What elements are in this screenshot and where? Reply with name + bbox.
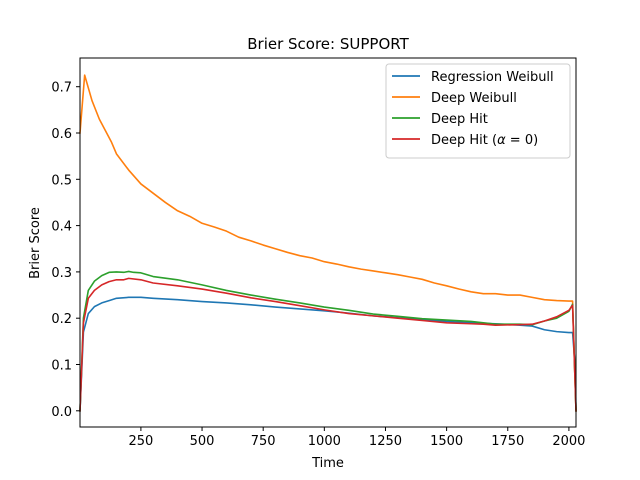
y-tick-label: 0.4 bbox=[51, 220, 72, 235]
plot-frame bbox=[79, 57, 577, 428]
legend-label-2: Deep Weibull bbox=[431, 91, 517, 106]
x-tick-label: 1750 bbox=[491, 434, 524, 449]
legend-label-part: α bbox=[497, 133, 506, 148]
legend-label-part: = 0) bbox=[506, 133, 539, 148]
chart-title: Brier Score: SUPPORT bbox=[247, 35, 409, 53]
series-line-2 bbox=[79, 74, 577, 412]
series-line-4 bbox=[79, 277, 577, 412]
x-tick-label: 1250 bbox=[369, 434, 402, 449]
legend-label-part: Deep Hit ( bbox=[431, 133, 497, 148]
legend-label-4: Deep Hit (α = 0) bbox=[431, 133, 538, 148]
x-tick-label: 250 bbox=[128, 434, 153, 449]
x-tick-label: 2000 bbox=[552, 434, 585, 449]
legend-label-1: Regression Weibull bbox=[431, 70, 554, 85]
y-axis-label: Brier Score bbox=[28, 207, 43, 279]
legend-label-3: Deep Hit bbox=[431, 112, 488, 127]
legend-box bbox=[385, 63, 571, 159]
plot-lines bbox=[79, 74, 577, 412]
y-tick-label: 0.2 bbox=[51, 312, 72, 327]
y-axis-ticks: 0.0 0.1 0.2 0.3 0.4 0.5 0.6 0.7 bbox=[51, 81, 80, 420]
x-axis-label: Time bbox=[311, 456, 344, 471]
x-axis-ticks: 250 500 750 1000 1250 1500 1750 2000 bbox=[128, 427, 585, 449]
x-tick-label: 1500 bbox=[430, 434, 463, 449]
series-line-1 bbox=[79, 296, 577, 412]
y-tick-label: 0.7 bbox=[51, 81, 72, 96]
y-tick-label: 0.3 bbox=[51, 266, 72, 281]
x-tick-label: 1000 bbox=[308, 434, 341, 449]
x-tick-label: 750 bbox=[251, 434, 276, 449]
x-tick-label: 500 bbox=[190, 434, 215, 449]
y-tick-label: 0.5 bbox=[51, 173, 72, 188]
y-tick-label: 0.1 bbox=[51, 358, 72, 373]
y-tick-label: 0.6 bbox=[51, 127, 72, 142]
y-tick-label: 0.0 bbox=[51, 405, 72, 420]
legend: Regression Weibull Deep Weibull Deep Hit De… bbox=[385, 63, 571, 159]
